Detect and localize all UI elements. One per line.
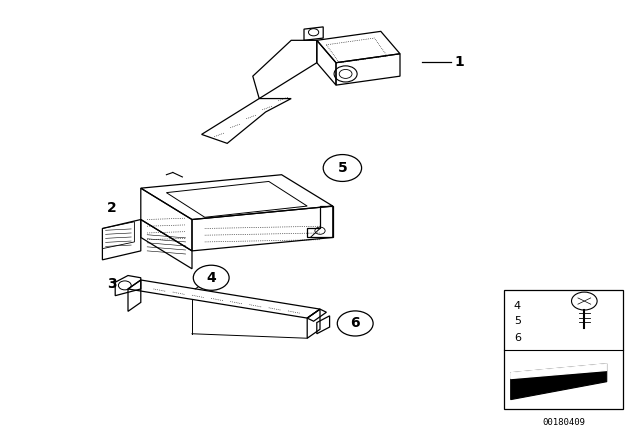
Circle shape [193, 265, 229, 290]
Text: 1: 1 [454, 55, 464, 69]
Polygon shape [511, 364, 607, 379]
Text: 5: 5 [337, 161, 348, 175]
Text: 4: 4 [206, 271, 216, 285]
Bar [504, 290, 623, 409]
Text: 4: 4 [514, 301, 521, 310]
Circle shape [323, 155, 362, 181]
Text: 6: 6 [350, 316, 360, 331]
Text: 2: 2 [107, 201, 117, 215]
Text: 6: 6 [514, 333, 521, 343]
Text: 3: 3 [107, 277, 117, 292]
Text: 5: 5 [514, 316, 521, 326]
Polygon shape [511, 364, 607, 400]
Circle shape [337, 311, 373, 336]
Text: 00180409: 00180409 [542, 418, 585, 427]
